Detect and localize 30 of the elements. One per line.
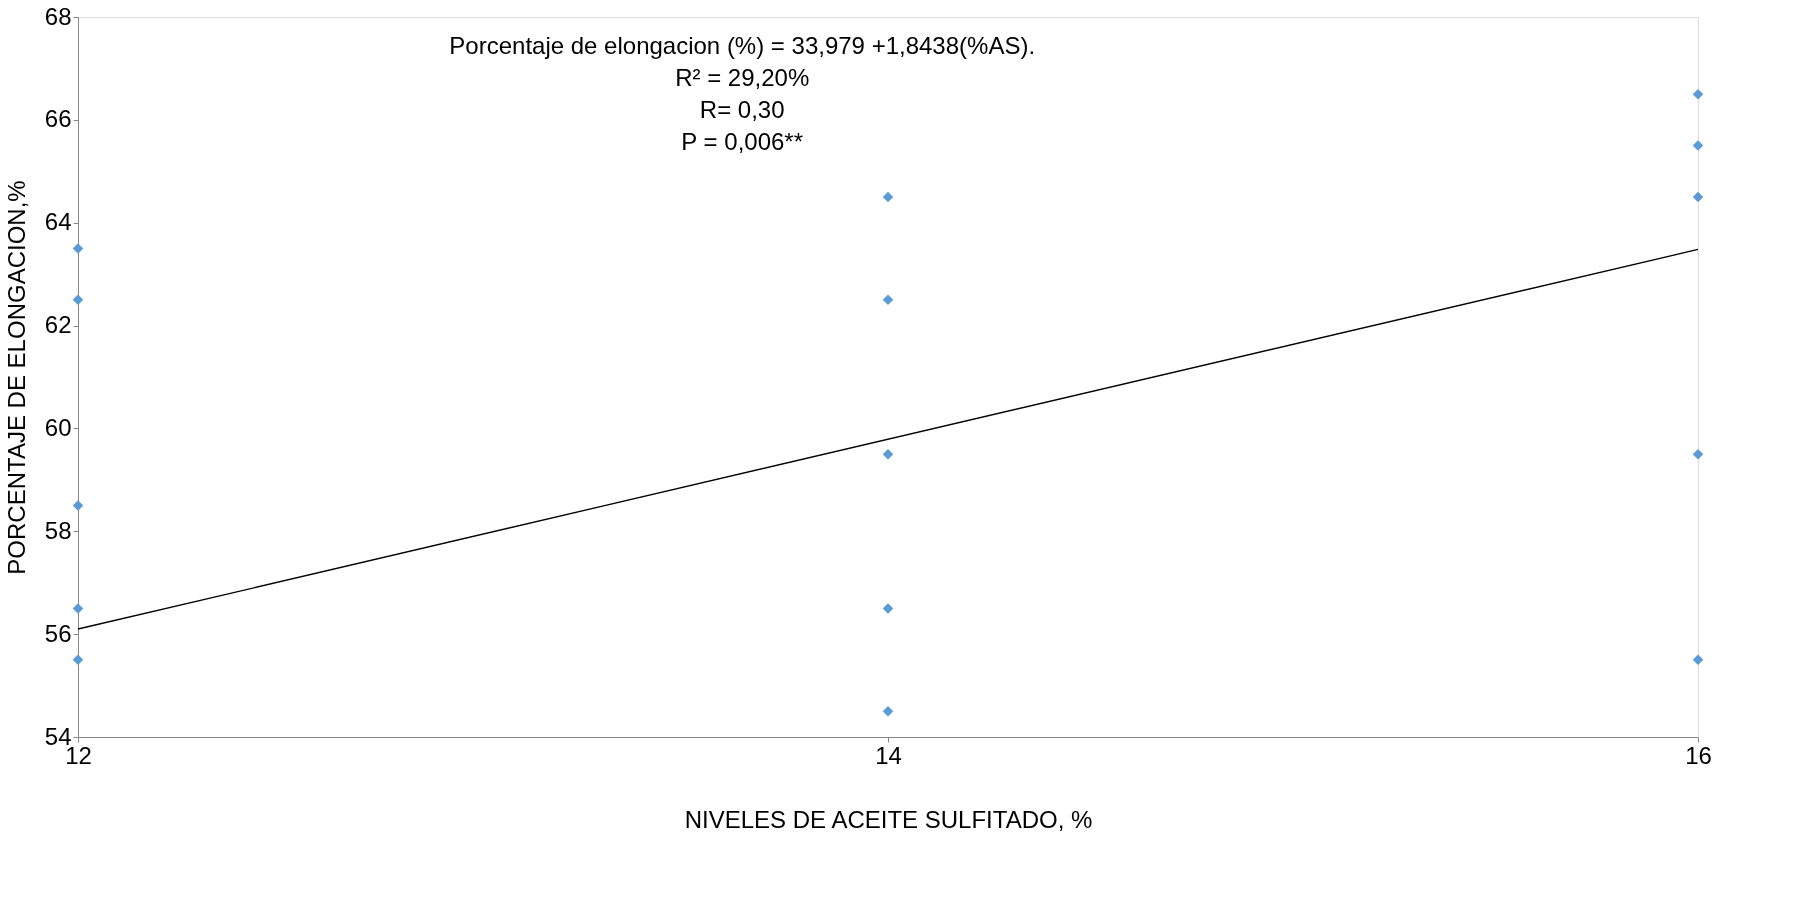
point — [1692, 448, 1704, 460]
point — [72, 654, 84, 666]
y-tick-label: 56 — [44, 619, 72, 647]
point — [72, 500, 84, 511]
y-tick-label: 62 — [44, 311, 72, 339]
y-tick-label: 60 — [44, 413, 72, 441]
y-tick-label: 68 — [44, 2, 72, 30]
point — [882, 706, 894, 717]
y-tick-label: 58 — [44, 516, 72, 544]
point — [882, 191, 894, 203]
point — [72, 294, 84, 306]
point — [882, 603, 894, 614]
x-tick-label: 16 — [1685, 741, 1712, 769]
y-axis-title: PORCENTAJE DE ELONGACION,% — [2, 180, 30, 575]
point — [72, 243, 84, 254]
annotation: R² = 29,20% — [675, 64, 810, 91]
annotation: Porcentaje de elongacion (%) = 33,979 +1,8438(%AS). — [449, 32, 1036, 59]
y-tick-label: 64 — [44, 208, 72, 236]
x-axis-title: NIVELES DE ACEITE SULFITADO, % — [684, 805, 1093, 833]
point — [72, 603, 84, 614]
point — [1692, 88, 1704, 100]
point — [1692, 654, 1704, 666]
x-tick-label: 14 — [875, 741, 902, 769]
point — [1692, 191, 1704, 203]
point — [1692, 140, 1704, 151]
annotation: R= 0,30 — [699, 96, 785, 123]
y-tick-label: 66 — [44, 105, 72, 133]
point — [882, 294, 894, 306]
point — [882, 448, 894, 460]
annotation: P = 0,006** — [681, 128, 804, 155]
